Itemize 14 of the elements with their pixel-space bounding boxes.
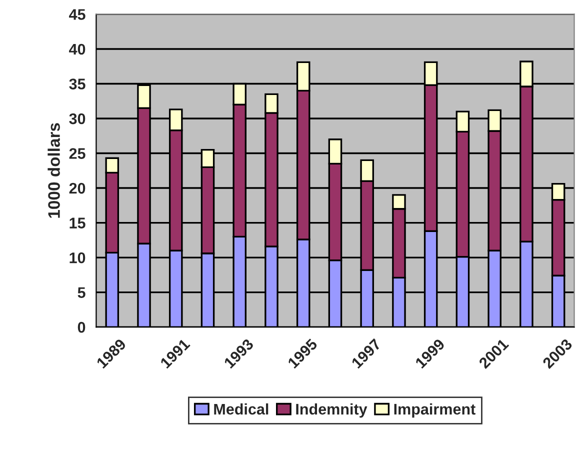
y-tick-label: 0 <box>78 322 86 333</box>
y-tick-label: 20 <box>69 182 86 194</box>
y-tick-label: 45 <box>69 9 86 20</box>
legend-label: Medical <box>214 403 268 415</box>
y-axis-title: 1000 dollars <box>48 123 60 218</box>
y-tick-label: 25 <box>69 148 86 159</box>
y-tick-label: 35 <box>69 78 86 90</box>
legend-label: Indemnity <box>296 403 368 418</box>
y-tick-label: 40 <box>69 44 86 55</box>
y-tick-label: 5 <box>78 287 86 298</box>
y-tick-label: 15 <box>70 218 86 228</box>
y-tick-label: 10 <box>70 252 86 264</box>
legend-label: Impairment <box>394 403 476 418</box>
y-tick-label: 30 <box>69 113 86 124</box>
